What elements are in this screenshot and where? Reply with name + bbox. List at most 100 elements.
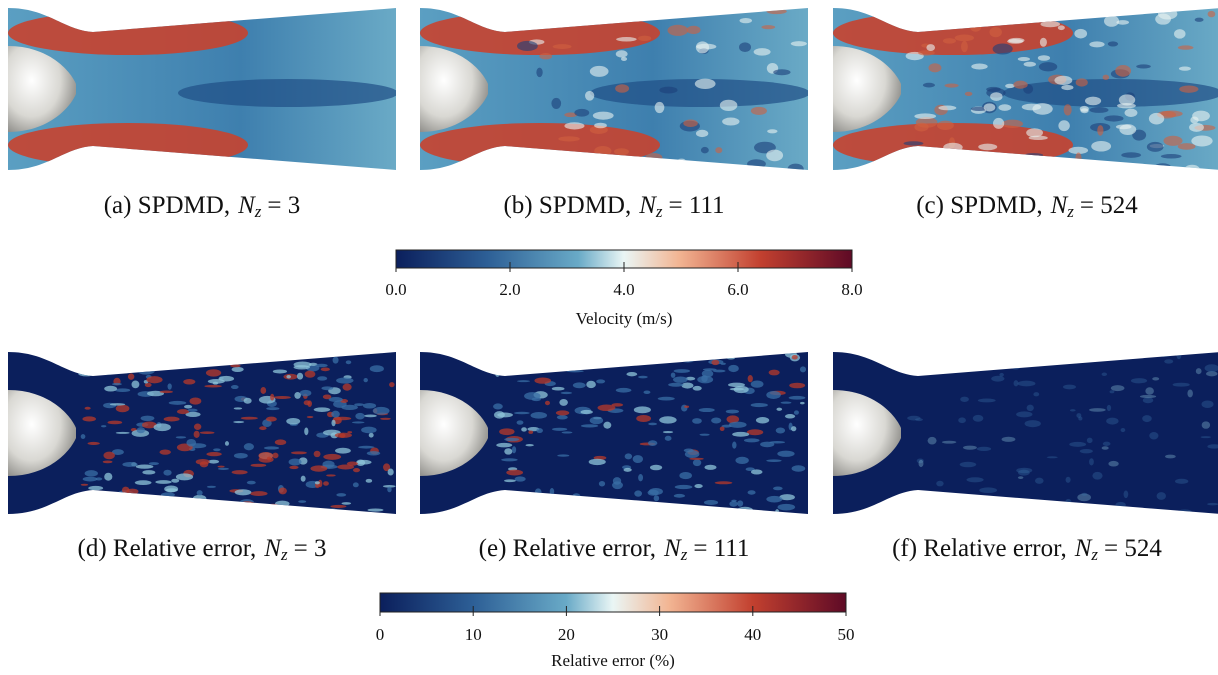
- error-spot: [162, 509, 169, 511]
- error-spot: [126, 489, 138, 495]
- error-spot: [658, 397, 675, 401]
- error-spot: [800, 366, 806, 372]
- error-spot: [589, 459, 606, 465]
- caption-eq: = 524: [1104, 535, 1162, 562]
- error-spot: [315, 364, 327, 368]
- eddy: [1108, 41, 1118, 46]
- error-spot: [744, 438, 760, 442]
- error-spot: [907, 416, 920, 421]
- error-spot: [81, 484, 88, 486]
- error-spot: [122, 462, 137, 467]
- error-spot: [286, 418, 300, 425]
- eddy: [761, 25, 775, 29]
- colorbar-tick-label: 40: [744, 625, 761, 644]
- error-spot: [353, 482, 359, 487]
- error-spot: [333, 357, 339, 364]
- error-spot: [104, 473, 112, 481]
- error-spot: [728, 365, 739, 372]
- error-spot: [603, 422, 611, 429]
- eddy: [1115, 65, 1131, 77]
- error-spot: [346, 360, 352, 364]
- flow-panel: [833, 350, 1218, 517]
- eddy: [1189, 123, 1204, 132]
- eddy: [1184, 165, 1200, 175]
- error-spot: [235, 489, 252, 495]
- eddy: [536, 68, 542, 78]
- eddy: [1179, 85, 1198, 92]
- eddy: [739, 42, 751, 52]
- caption-sub: z: [254, 202, 262, 221]
- eddy: [1089, 41, 1104, 47]
- caption-sub: z: [280, 545, 288, 564]
- error-spot: [668, 383, 683, 387]
- error-spot: [675, 485, 693, 489]
- error-spot: [257, 507, 262, 514]
- error-spot: [624, 503, 633, 506]
- error-spot: [751, 380, 764, 387]
- eddy: [1074, 29, 1087, 39]
- caption-label: (f) Relative error,: [892, 535, 1067, 562]
- error-spot: [291, 451, 307, 454]
- caption-eq: = 3: [267, 192, 300, 219]
- error-spot: [298, 500, 306, 503]
- error-spot: [699, 434, 709, 436]
- error-spot: [665, 436, 672, 441]
- eddy: [1192, 111, 1210, 122]
- error-spot: [552, 428, 567, 431]
- caption: (e) Relative error,Nz= 111: [479, 535, 750, 564]
- error-spot: [219, 376, 235, 382]
- error-spot: [594, 511, 603, 513]
- eddy: [767, 129, 777, 133]
- error-spot: [977, 447, 991, 451]
- error-spot: [580, 410, 592, 414]
- eddy: [966, 9, 980, 17]
- flow-panel: [8, 350, 396, 516]
- caption-sub: z: [1090, 545, 1098, 564]
- error-spot: [155, 480, 171, 484]
- eddy: [971, 10, 984, 19]
- error-spot: [336, 377, 353, 383]
- error-spot: [1070, 409, 1076, 411]
- error-spot: [109, 357, 125, 359]
- error-spot: [1175, 479, 1188, 484]
- error-spot: [286, 375, 291, 379]
- error-spot: [294, 362, 312, 368]
- error-spot: [364, 378, 368, 382]
- caption: (b) SPDMD,Nz= 111: [503, 192, 724, 221]
- error-spot: [85, 470, 98, 476]
- error-spot: [265, 504, 281, 511]
- eddy: [1155, 163, 1171, 170]
- eddy: [615, 84, 629, 93]
- error-spot: [1106, 418, 1118, 425]
- colorbar-tick-label: 6.0: [727, 280, 748, 299]
- error-spot: [978, 399, 996, 403]
- error-spot: [769, 370, 780, 376]
- error-spot: [323, 454, 341, 460]
- error-spot: [320, 352, 326, 354]
- error-spot: [762, 351, 775, 353]
- error-spot: [497, 413, 513, 418]
- error-spot: [760, 442, 774, 448]
- error-spot: [1187, 390, 1192, 398]
- error-spot: [135, 480, 152, 485]
- error-spot: [164, 417, 180, 422]
- eddy: [659, 87, 677, 94]
- eddy: [984, 103, 996, 111]
- error-spot: [368, 508, 384, 511]
- error-spot: [99, 354, 109, 357]
- error-spot: [99, 369, 115, 376]
- error-spot: [186, 439, 196, 446]
- error-spot: [167, 355, 177, 362]
- error-spot: [582, 350, 590, 355]
- eddy: [555, 159, 572, 164]
- error-spot: [515, 353, 527, 357]
- flow-panel: [420, 350, 808, 517]
- error-spot: [516, 361, 532, 365]
- eddy: [1091, 141, 1111, 152]
- error-spot: [1177, 352, 1182, 359]
- error-spot: [704, 465, 716, 470]
- error-spot: [658, 354, 666, 360]
- error-spot: [534, 377, 551, 383]
- error-spot: [1207, 503, 1218, 506]
- error-spot: [747, 429, 763, 435]
